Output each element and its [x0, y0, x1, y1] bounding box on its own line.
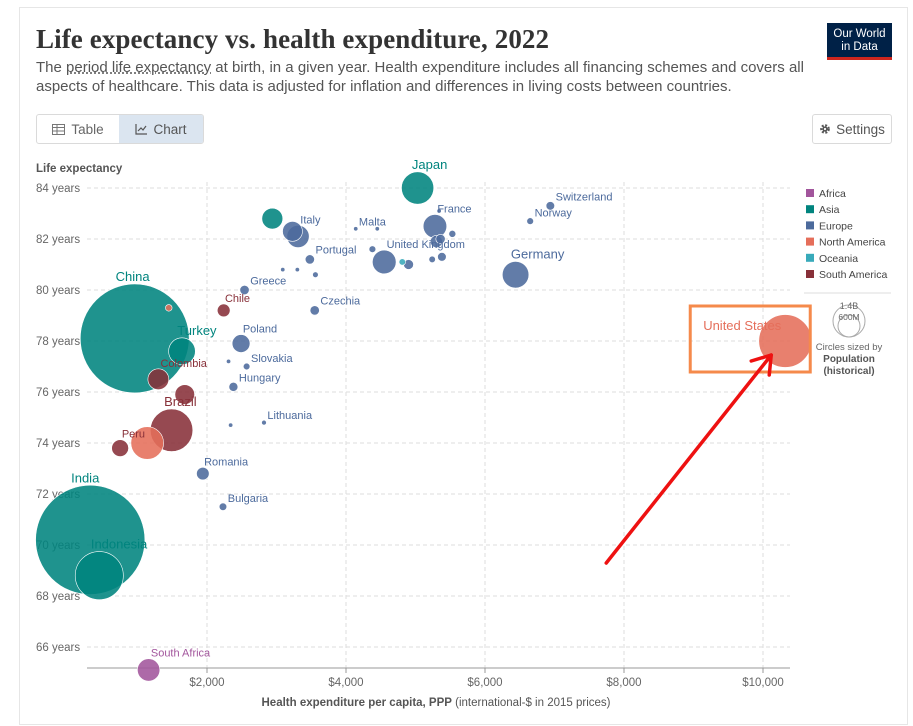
tab-chart[interactable]: Chart: [119, 115, 203, 143]
owid-logo[interactable]: Our World in Data: [827, 23, 892, 60]
tab-table[interactable]: Table: [37, 115, 119, 143]
subtitle-text-end: at birth, in a given year. Health expend…: [36, 59, 804, 95]
settings-button[interactable]: Settings: [812, 114, 892, 144]
subtitle-text-start: The: [36, 59, 67, 76]
chart-frame: [19, 7, 908, 725]
gear-icon: [820, 124, 830, 134]
logo-line-1: Our World: [833, 28, 886, 40]
view-tabs: Table Chart: [36, 114, 204, 144]
tab-chart-label: Chart: [153, 121, 187, 137]
tab-table-label: Table: [71, 121, 104, 137]
chart-title: Life expectancy vs. health expenditure, …: [36, 24, 550, 54]
table-icon: [52, 123, 66, 135]
settings-label: Settings: [836, 121, 885, 137]
logo-line-2: in Data: [841, 41, 878, 53]
period-life-expectancy-link[interactable]: period life expectancy: [66, 59, 212, 76]
chart-icon: [135, 123, 148, 135]
chart-subtitle: The period life expectancy at birth, in …: [36, 58, 806, 96]
